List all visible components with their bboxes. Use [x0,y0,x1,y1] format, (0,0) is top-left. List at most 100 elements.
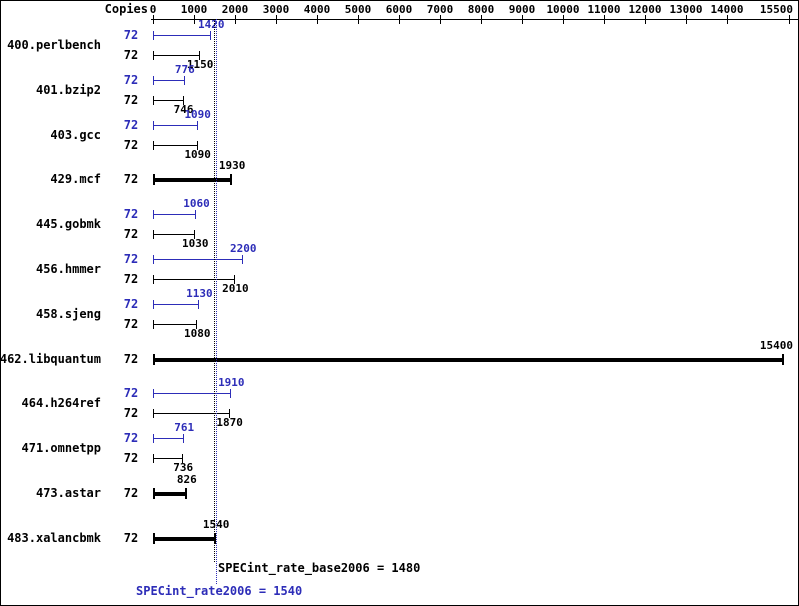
peak-bar [153,300,199,309]
copies-value: 72 [123,172,139,186]
copies-column-header: Copies [104,2,148,16]
x-axis-tick-label: 15500 [759,3,794,16]
bar-line [153,100,184,101]
peak-bar-value: 761 [174,421,195,434]
base-mean-line [214,19,215,562]
benchmark-label: 403.gcc [50,128,101,142]
x-axis-tick-label: 2000 [221,3,249,16]
peak-bar [153,31,211,40]
single-bar [153,174,232,185]
benchmark-label: 445.gobmk [35,217,101,231]
bar-line [153,234,195,235]
peak-bar-value: 1060 [183,197,210,210]
copies-value: 72 [123,486,139,500]
peak-bar [153,121,198,130]
x-axis-line [151,19,798,20]
benchmark-label: 456.hmmer [35,262,101,276]
copies-value: 72 [123,431,139,445]
copies-value: 72 [123,227,139,241]
base-bar [153,96,184,105]
x-axis-tick-label: 5000 [344,3,372,16]
x-axis-tick [789,15,790,24]
benchmark-label: 483.xalancbmk [7,531,101,545]
copies-value: 72 [123,386,139,400]
peak-summary-text: SPECint_rate2006 = 1540 [136,584,303,598]
peak-mean-line [216,19,217,584]
x-axis-tick-label: 9000 [508,3,536,16]
copies-value: 72 [123,138,139,152]
bar-line [153,438,184,439]
base-bar-value: 736 [173,461,194,474]
benchmark-label: 471.omnetpp [21,441,101,455]
copies-value: 72 [123,272,139,286]
x-axis-tick [727,15,728,24]
bar-line [153,125,198,126]
x-axis-tick [194,15,195,24]
bar-line [153,536,216,541]
copies-value: 72 [123,73,139,87]
x-axis-tick-label: 4000 [303,3,331,16]
bar-line [153,55,200,56]
peak-bar [153,389,231,398]
peak-bar [153,210,196,219]
bar-line [153,80,185,81]
base-bar [153,51,200,60]
single-bar [153,488,187,499]
x-axis-tick [686,15,687,24]
bar-line [153,393,231,394]
base-bar-value: 1090 [184,148,211,161]
copies-value: 72 [123,28,139,42]
benchmark-label: 473.astar [35,486,101,500]
benchmark-label: 400.perlbench [7,38,101,52]
base-summary-text: SPECint_rate_base2006 = 1480 [218,561,421,575]
base-bar-value: 1080 [184,327,211,340]
bar-line [153,413,230,414]
x-axis-tick-label: 1000 [180,3,208,16]
base-bar-value: 1150 [186,58,214,71]
x-axis-tick-label: 11000 [587,3,621,16]
copies-value: 72 [123,252,139,266]
single-bar-value: 1930 [218,159,246,172]
bar-line [153,491,187,496]
x-axis-tick [317,15,318,24]
x-axis-tick-label: 8000 [467,3,495,16]
copies-value: 72 [123,297,139,311]
peak-bar [153,255,243,264]
peak-bar-value: 1420 [197,18,225,31]
base-bar [153,141,198,150]
single-bar [153,533,216,544]
single-bar-value: 15400 [759,339,794,352]
x-axis-tick-label: 10000 [546,3,580,16]
bar-line [153,214,196,215]
bar-line [153,279,235,280]
base-bar [153,409,230,418]
x-axis-tick-label: 12000 [628,3,662,16]
x-axis-tick [358,15,359,24]
bar-line [153,259,243,260]
benchmark-label: 464.h264ref [21,396,101,410]
copies-value: 72 [123,48,139,62]
benchmark-label: 458.sjeng [35,307,101,321]
base-bar [153,275,235,284]
x-axis-tick-label: 3000 [262,3,290,16]
bar-line [153,304,199,305]
base-bar [153,230,195,239]
x-axis-tick [153,15,154,24]
benchmark-label: 462.libquantum [0,352,101,366]
x-axis-tick [235,15,236,24]
x-axis-tick [645,15,646,24]
copies-value: 72 [123,451,139,465]
bar-line [153,357,784,362]
peak-bar [153,76,185,85]
base-bar [153,320,197,329]
x-axis-tick-label: 0 [149,3,157,16]
x-axis-tick-label: 6000 [385,3,413,16]
bar-line [153,35,211,36]
x-axis-tick [276,15,277,24]
base-bar-value: 746 [173,103,194,116]
copies-value: 72 [123,352,139,366]
copies-value: 72 [123,406,139,420]
single-bar-value: 826 [176,473,197,486]
bar-line [153,177,232,182]
